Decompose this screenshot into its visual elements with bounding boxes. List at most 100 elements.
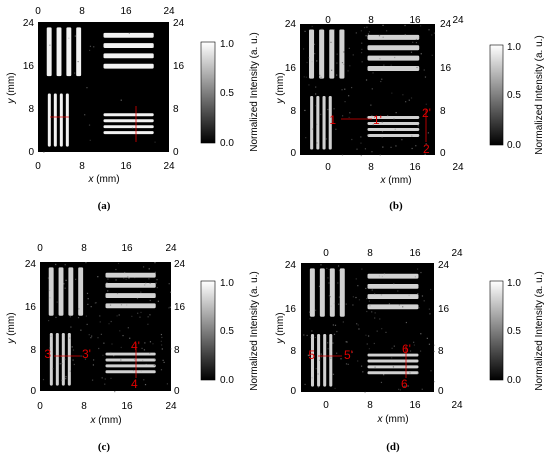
- noise-pixel: [411, 135, 413, 137]
- y-tick-label: 24: [285, 260, 297, 271]
- noise-pixel: [100, 333, 102, 335]
- noise-pixel: [102, 354, 104, 356]
- y-tick-label: 16: [23, 61, 35, 72]
- noise-pixel: [170, 348, 172, 350]
- noise-pixel: [405, 321, 407, 324]
- top-tick-label: 0: [37, 243, 43, 254]
- noise-pixel: [120, 99, 122, 101]
- noise-pixel: [149, 341, 152, 343]
- top-tick-label: 24: [165, 243, 177, 254]
- noise-pixel: [399, 389, 401, 391]
- right-tick-label: 16: [438, 304, 450, 315]
- noise-pixel: [374, 312, 376, 314]
- noise-pixel: [372, 124, 374, 126]
- noise-pixel: [382, 146, 384, 148]
- noise-pixel: [371, 289, 373, 291]
- colorbar-label: Normalized Intensity (a. u.): [534, 271, 545, 391]
- target-bar: [367, 121, 420, 125]
- target-bar: [68, 267, 74, 316]
- noise-pixel: [110, 377, 112, 379]
- noise-pixel: [367, 335, 370, 337]
- target-bar: [105, 370, 156, 374]
- noise-pixel: [367, 33, 370, 35]
- noise-pixel: [329, 296, 331, 298]
- noise-pixel: [416, 66, 418, 69]
- panel-caption: (c): [97, 441, 111, 453]
- target-bar: [329, 268, 335, 317]
- noise-pixel: [152, 46, 154, 48]
- noise-pixel: [97, 337, 99, 339]
- noise-pixel: [381, 275, 384, 278]
- noise-pixel: [314, 336, 316, 339]
- figure-b-svg: 0 8 16 24 24 16 8 0 24 16 8 0 0 8 16 24 …: [275, 15, 545, 186]
- noise-pixel: [424, 76, 427, 78]
- y-tick-label: 16: [285, 63, 297, 74]
- noise-pixel: [99, 315, 101, 317]
- panel-b: 0 8 16 24 24 16 8 0 24 16 8 0 0 8 16 24 …: [275, 0, 550, 228]
- noise-pixel: [357, 285, 359, 287]
- noise-pixel: [398, 304, 401, 306]
- y-tick-label: 0: [28, 147, 34, 158]
- noise-pixel: [87, 303, 89, 305]
- x-tick-label: 24: [452, 162, 464, 173]
- x-tick-label: 8: [368, 162, 374, 173]
- y-tick-label: 16: [25, 302, 37, 313]
- y-tick-label: 8: [290, 106, 296, 117]
- noise-pixel: [352, 296, 354, 298]
- target-bar: [367, 127, 420, 131]
- colorbar-tick-label: 0.5: [220, 88, 234, 99]
- noise-pixel: [304, 30, 306, 32]
- target-bar: [328, 96, 332, 150]
- target-bar: [319, 268, 325, 317]
- noise-pixel: [336, 352, 338, 354]
- colorbar-tick-label: 0.5: [507, 326, 521, 337]
- noise-pixel: [59, 363, 61, 365]
- noise-pixel: [72, 359, 74, 361]
- noise-speckle: [302, 24, 436, 157]
- noise-pixel: [314, 53, 316, 55]
- noise-pixel: [332, 373, 335, 375]
- target-bar: [103, 119, 154, 123]
- noise-pixel: [383, 64, 385, 66]
- noise-pixel: [347, 363, 349, 365]
- noise-pixel: [89, 49, 91, 52]
- target-bar: [105, 358, 156, 362]
- noise-pixel: [410, 97, 413, 99]
- noise-pixel: [70, 326, 72, 328]
- target-bar: [367, 115, 420, 119]
- noise-pixel: [379, 58, 381, 60]
- target-bar: [367, 55, 420, 61]
- noise-pixel: [344, 88, 346, 90]
- top-tick-label: 0: [323, 248, 329, 259]
- noise-pixel: [65, 279, 67, 281]
- noise-pixel: [368, 348, 370, 350]
- x-tick-label: 16: [409, 400, 421, 411]
- noise-pixel: [103, 342, 105, 344]
- noise-pixel: [306, 61, 308, 64]
- noise-pixel: [349, 112, 351, 114]
- noise-pixel: [368, 134, 370, 136]
- panel-c: 0 8 16 24 24 16 8 0 24 16 8 0 0 8 16 24 …: [0, 228, 275, 456]
- noise-pixel: [341, 115, 344, 117]
- noise-pixel: [365, 334, 367, 336]
- noise-pixel: [351, 86, 353, 89]
- noise-pixel: [320, 113, 322, 116]
- noise-pixel: [317, 373, 319, 375]
- target-bar: [367, 133, 420, 137]
- x-tick-label: 8: [81, 401, 87, 412]
- noise-pixel: [80, 329, 82, 331]
- noise-pixel: [381, 121, 383, 123]
- noise-pixel: [380, 80, 382, 83]
- noise-pixel: [305, 137, 307, 139]
- noise-pixel: [64, 264, 66, 266]
- panel-caption: (b): [389, 200, 403, 212]
- noise-pixel: [412, 41, 414, 43]
- noise-pixel: [49, 44, 51, 46]
- noise-pixel: [338, 303, 340, 305]
- noise-pixel: [55, 263, 57, 266]
- y-tick-label: 8: [30, 345, 36, 356]
- noise-pixel: [144, 342, 146, 344]
- noise-pixel: [414, 276, 416, 278]
- noise-pixel: [43, 151, 45, 153]
- noise-pixel: [371, 88, 373, 90]
